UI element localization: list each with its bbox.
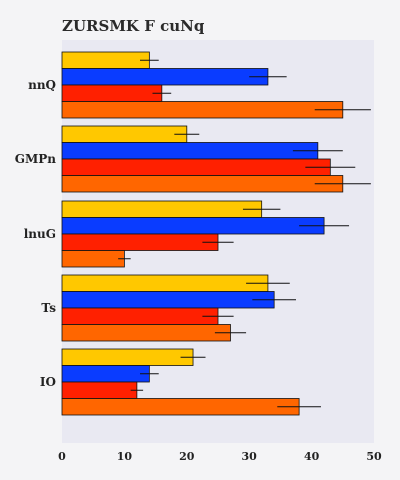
bar-Ts-s1 xyxy=(61,274,269,292)
bar-Ts-s3 xyxy=(61,307,219,325)
bar-nnQ-s1 xyxy=(61,51,150,69)
bar-lnuG-s4 xyxy=(61,250,125,268)
error-bars-layer xyxy=(118,59,371,408)
category-labels: nnQ GMPn lnuG Ts IO xyxy=(15,78,57,389)
category-label-Ts: Ts xyxy=(41,301,56,315)
bar-GMPn-s4 xyxy=(61,175,344,193)
bar-IO-s3 xyxy=(61,381,138,399)
x-tick-10: 10 xyxy=(117,450,133,463)
category-label-GMPn: GMPn xyxy=(15,152,57,166)
bar-GMPn-s2 xyxy=(61,142,319,160)
bar-IO-s2 xyxy=(61,365,150,383)
category-label-lnuG: lnuG xyxy=(24,227,56,241)
bars-layer xyxy=(61,51,344,416)
bar-nnQ-s2 xyxy=(61,68,269,86)
bar-nnQ-s3 xyxy=(61,84,163,102)
bar-lnuG-s3 xyxy=(61,233,219,251)
bar-IO-s4 xyxy=(61,398,300,416)
bar-GMPn-s1 xyxy=(61,125,188,143)
x-tick-30: 30 xyxy=(242,450,258,463)
x-tick-40: 40 xyxy=(304,450,320,463)
bar-Ts-s4 xyxy=(61,324,231,342)
chart-title: ZURSMK F cuNq xyxy=(62,17,205,35)
bar-lnuG-s2 xyxy=(61,217,325,235)
x-tick-50: 50 xyxy=(366,450,382,463)
bar-IO-s1 xyxy=(61,348,194,366)
x-tick-20: 20 xyxy=(179,450,195,463)
bar-Ts-s2 xyxy=(61,291,275,309)
x-tick-labels: 0 10 20 30 40 50 xyxy=(58,450,382,463)
bar-nnQ-s4 xyxy=(61,101,344,119)
bar-GMPn-s3 xyxy=(61,158,331,176)
category-label-nnQ: nnQ xyxy=(28,78,56,92)
bar-lnuG-s1 xyxy=(61,200,263,218)
x-tick-0: 0 xyxy=(58,450,66,463)
category-label-IO: IO xyxy=(40,375,56,389)
